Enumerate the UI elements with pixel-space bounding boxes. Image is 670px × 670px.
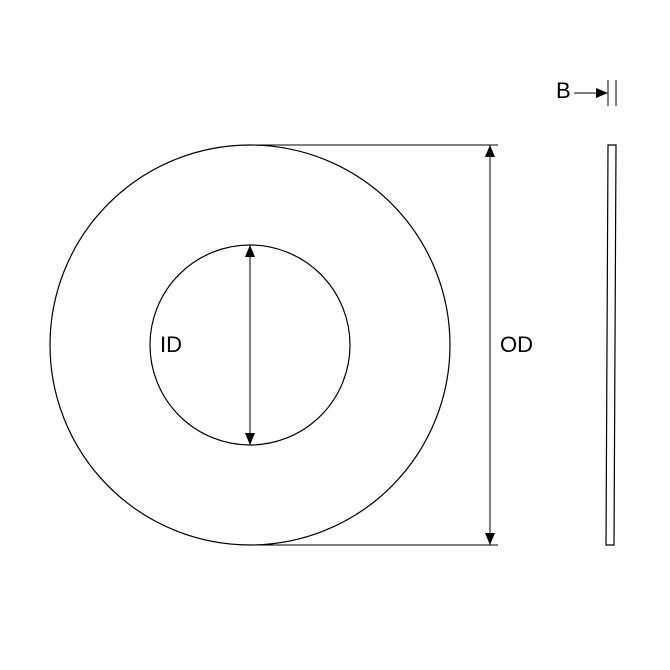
arrow-head: [485, 145, 495, 157]
washer-side-view: [606, 145, 616, 545]
arrow-head: [485, 533, 495, 545]
od-label: OD: [500, 332, 533, 357]
id-label: ID: [160, 332, 182, 357]
b-label: B: [556, 78, 571, 103]
arrow-head: [245, 433, 255, 445]
arrow-head: [596, 88, 608, 98]
arrow-head: [245, 245, 255, 257]
